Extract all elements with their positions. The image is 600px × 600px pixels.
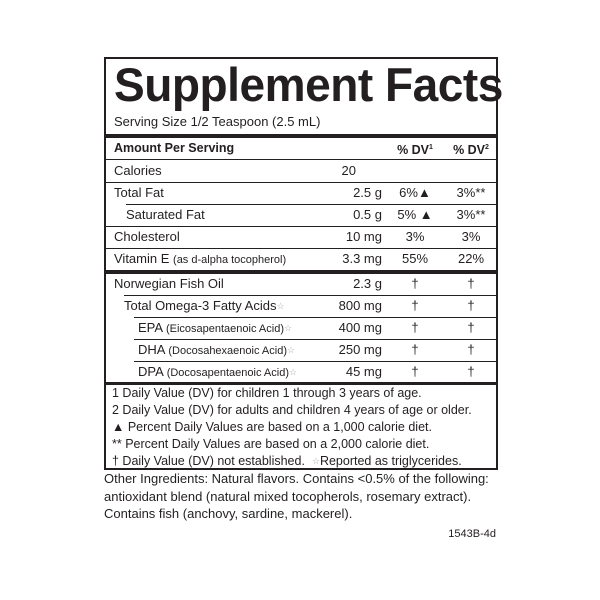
divider xyxy=(106,159,496,160)
nutrient-row: DHA (Docosahexaenoic Acid)☆ 250 mg † † xyxy=(138,342,475,357)
header-row: Amount Per Serving % DV1 % DV2 xyxy=(106,137,496,159)
panel-title: Supplement Facts xyxy=(114,58,503,111)
nutrient-row: EPA (Eicosapentaenoic Acid)☆ 400 mg † † xyxy=(138,320,475,335)
dv1-header: % DV1 xyxy=(397,143,433,158)
label-code: 1543B-4d xyxy=(448,528,496,540)
nutrient-row: Norwegian Fish Oil 2.3 g † † xyxy=(114,276,475,291)
star-icon: ☆ xyxy=(311,456,320,466)
serving-size: Serving Size 1/2 Teaspoon (2.5 mL) xyxy=(114,114,321,129)
star-icon: ☆ xyxy=(286,345,296,355)
footnotes: 1 Daily Value (DV) for children 1 throug… xyxy=(112,386,472,468)
nutrient-row: Total Omega-3 Fatty Acids☆ 800 mg † † xyxy=(124,298,475,313)
thick-divider xyxy=(106,134,496,138)
thick-divider xyxy=(106,270,496,274)
star-icon: ☆ xyxy=(276,301,285,311)
nutrient-row: DPA (Docosapentaenoic Acid)☆ 45 mg † † xyxy=(138,364,475,379)
other-ingredients: Other Ingredients: Natural flavors. Cont… xyxy=(104,471,489,521)
dv2-header: % DV2 xyxy=(453,143,489,158)
star-icon: ☆ xyxy=(283,323,293,333)
nutrient-row: Calories 20 xyxy=(114,163,356,178)
nutrient-row: Saturated Fat 0.5 g 5% ▲ 3%** xyxy=(126,207,486,222)
nutrient-row: Vitamin E (as d-alpha tocopherol) 3.3 mg … xyxy=(114,251,485,266)
nutrient-row: Total Fat 2.5 g 6%▲ 3%** xyxy=(114,185,486,200)
amount-header: Amount Per Serving xyxy=(114,141,235,155)
thick-divider xyxy=(106,382,496,385)
star-icon: ☆ xyxy=(288,367,298,377)
supplement-facts-panel: Supplement Facts Serving Size 1/2 Teaspo… xyxy=(104,57,503,470)
nutrient-row: Cholesterol 10 mg 3% 3% xyxy=(114,229,481,244)
